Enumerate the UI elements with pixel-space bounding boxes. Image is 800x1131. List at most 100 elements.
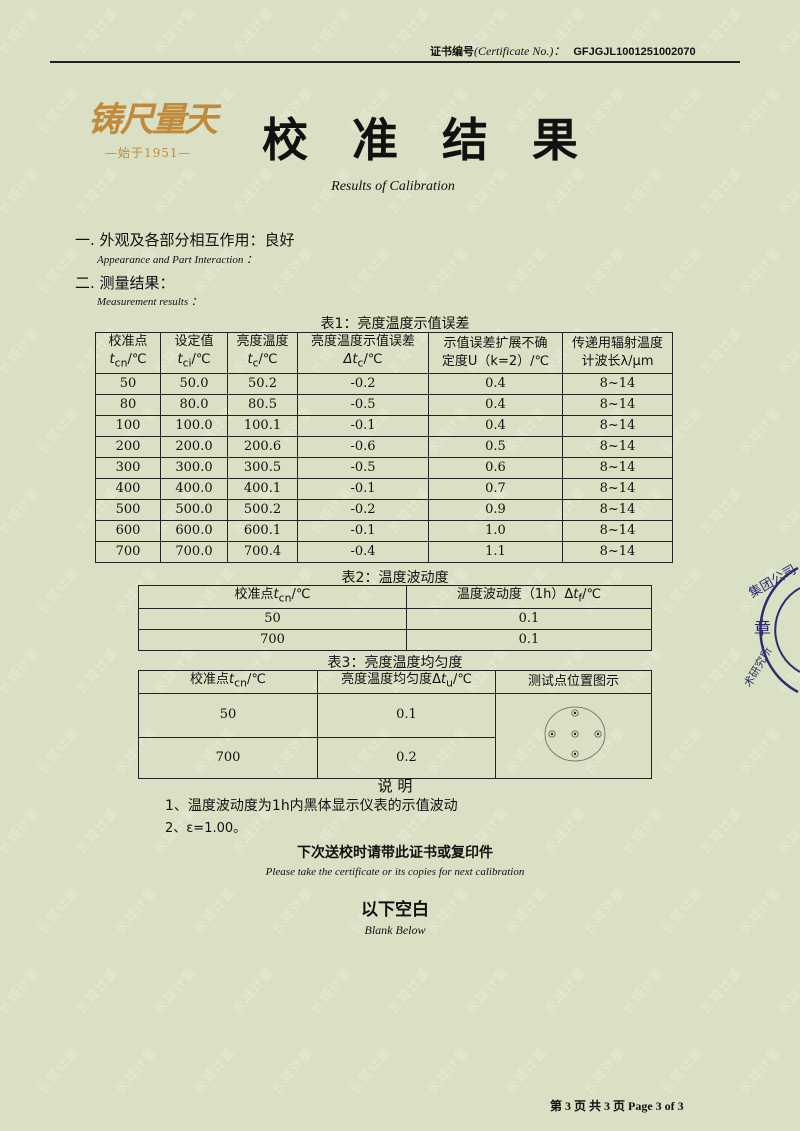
table2-caption: 表2：温度波动度 xyxy=(341,570,449,586)
cell: 8~14 xyxy=(562,498,673,521)
test-point-diagram-cell xyxy=(495,692,652,779)
watermark-text: 长城计量 xyxy=(502,244,551,298)
table-temperature-fluctuation: 校准点tcn/℃ 温度波动度（1h）Δtf/℃ 50 0.1 700 0.1 xyxy=(138,585,652,651)
watermark-text: 长城计量 xyxy=(151,964,200,1018)
header-cell: 校准点tcn/℃ xyxy=(138,585,407,609)
cell: 0.6 xyxy=(428,456,563,479)
cell: 0.4 xyxy=(428,414,563,437)
cell: 300 xyxy=(95,456,161,479)
table-row: 700 0.2 xyxy=(138,737,652,779)
cell: 400.1 xyxy=(227,477,298,500)
table-brightness-error: 校准点 tcn/℃ 设定值 tci/℃ 亮度温度 tc/℃ 亮度温度示值误差 Δtc/℃… xyxy=(95,332,673,563)
table1-caption: 表1：亮度温度示值误差 xyxy=(320,316,470,332)
watermark-text: 长城计量 xyxy=(268,1044,317,1098)
cell: 200 xyxy=(95,435,161,458)
test-point-bottom xyxy=(570,750,579,758)
cell: 0.1 xyxy=(406,607,652,630)
note-item: 2、ε=1.00。 xyxy=(165,821,247,836)
cell: -0.1 xyxy=(297,414,429,437)
seal-inner-text: 术研究所 xyxy=(740,644,774,689)
cell: 500.2 xyxy=(227,498,298,521)
header-cell: 传递用辐射温度 计波长λ/μm xyxy=(562,332,673,374)
table-row: 400 400.0 400.1 -0.1 0.7 8~14 xyxy=(95,477,673,500)
cell: 0.4 xyxy=(428,393,563,416)
table-row: 100 100.0 100.1 -0.1 0.4 8~14 xyxy=(95,414,673,437)
header-divider xyxy=(50,61,740,63)
watermark-text: 长城计量 xyxy=(73,964,122,1018)
watermark-text: 长城计量 xyxy=(658,1044,707,1098)
watermark-text: 长城计量 xyxy=(541,964,590,1018)
watermark-text: 长城计量 xyxy=(229,4,278,58)
watermark-text: 长城计量 xyxy=(151,4,200,58)
cell: 80.0 xyxy=(160,393,228,416)
watermark-text: 长城计量 xyxy=(346,244,395,298)
cell: 600 xyxy=(95,519,161,542)
table-row: 300 300.0 300.5 -0.5 0.6 8~14 xyxy=(95,456,673,479)
table-header-row: 校准点tcn/℃ 亮度温度均匀度Δtu/℃ 测试点位置图示 xyxy=(138,670,652,694)
watermark-text: 长城计量 xyxy=(385,4,434,58)
cell: 8~14 xyxy=(562,372,673,395)
note-item: 1、温度波动度为1h内黑体显示仪表的示值波动 xyxy=(165,798,458,814)
section-appearance: 一. 外观及各部分相互作用：良好 xyxy=(75,231,295,249)
cell: 1.1 xyxy=(428,540,563,563)
cell: 50 xyxy=(138,607,407,630)
cell: 500 xyxy=(95,498,161,521)
cell: 1.0 xyxy=(428,519,563,542)
cell: 700.0 xyxy=(160,540,228,563)
cell: 50 xyxy=(138,692,318,739)
cell: -0.5 xyxy=(297,393,429,416)
watermark-text: 长城计量 xyxy=(424,244,473,298)
watermark-text: 长城计量 xyxy=(775,324,800,378)
watermark-text: 长城计量 xyxy=(736,84,785,138)
watermark-text: 长城计量 xyxy=(112,1044,161,1098)
official-seal: 集团公司 章 术研究所 xyxy=(740,562,800,694)
page-footer: 第 3 页 共 3 页 Page 3 of 3 xyxy=(550,1099,684,1113)
watermark-text: 长城计量 xyxy=(658,724,707,778)
logo-since: —始于1951— xyxy=(105,146,192,160)
cell: 700 xyxy=(95,540,161,563)
cell: 600.1 xyxy=(227,519,298,542)
watermark-text: 长城计量 xyxy=(502,1044,551,1098)
watermark-text: 长城计量 xyxy=(34,564,83,618)
cell: -0.2 xyxy=(297,372,429,395)
watermark-text: 长城计量 xyxy=(0,324,44,378)
table-brightness-uniformity: 校准点tcn/℃ 亮度温度均匀度Δtu/℃ 测试点位置图示 50 0.1 700… xyxy=(138,670,652,779)
cell: 200.6 xyxy=(227,435,298,458)
cell: 80.5 xyxy=(227,393,298,416)
header-cell: 亮度温度示值误差 Δtc/℃ xyxy=(297,332,429,374)
cell: 400.0 xyxy=(160,477,228,500)
table-row: 600 600.0 600.1 -0.1 1.0 8~14 xyxy=(95,519,673,542)
watermark-text: 长城计量 xyxy=(34,1044,83,1098)
watermark-text: 长城计量 xyxy=(34,724,83,778)
watermark-text: 长城计量 xyxy=(0,964,44,1018)
cell: 100.0 xyxy=(160,414,228,437)
cell: -0.4 xyxy=(297,540,429,563)
logo: 铸尺量天 xyxy=(88,100,218,140)
watermark-text: 长城计量 xyxy=(424,1044,473,1098)
table-header-row: 校准点tcn/℃ 温度波动度（1h）Δtf/℃ xyxy=(138,585,652,609)
watermark-text: 长城计量 xyxy=(736,404,785,458)
watermark-text: 长城计量 xyxy=(697,4,746,58)
reminder-text-en: Please take the certificate or its copie… xyxy=(265,866,525,878)
seal-center-text: 章 xyxy=(754,619,771,639)
cell: 700 xyxy=(138,737,318,779)
table-row: 80 80.0 80.5 -0.5 0.4 8~14 xyxy=(95,393,673,416)
cell: 400 xyxy=(95,477,161,500)
cell: 8~14 xyxy=(562,477,673,500)
cell: 0.7 xyxy=(428,477,563,500)
reminder-text: 下次送校时请带此证书或复印件 xyxy=(297,845,493,861)
table-row: 50 50.0 50.2 -0.2 0.4 8~14 xyxy=(95,372,673,395)
watermark-text: 长城计量 xyxy=(229,964,278,1018)
cell: -0.1 xyxy=(297,477,429,500)
table-row: 50 0.1 xyxy=(138,692,652,779)
test-point-right xyxy=(593,730,602,738)
table-row: 50 0.1 xyxy=(138,607,652,630)
cell: 8~14 xyxy=(562,414,673,437)
cell: -0.5 xyxy=(297,456,429,479)
watermark-text: 长城计量 xyxy=(736,1044,785,1098)
cell: 0.9 xyxy=(428,498,563,521)
watermark-text: 长城计量 xyxy=(385,964,434,1018)
watermark-text: 长城计量 xyxy=(34,84,83,138)
watermark-text: 长城计量 xyxy=(736,724,785,778)
